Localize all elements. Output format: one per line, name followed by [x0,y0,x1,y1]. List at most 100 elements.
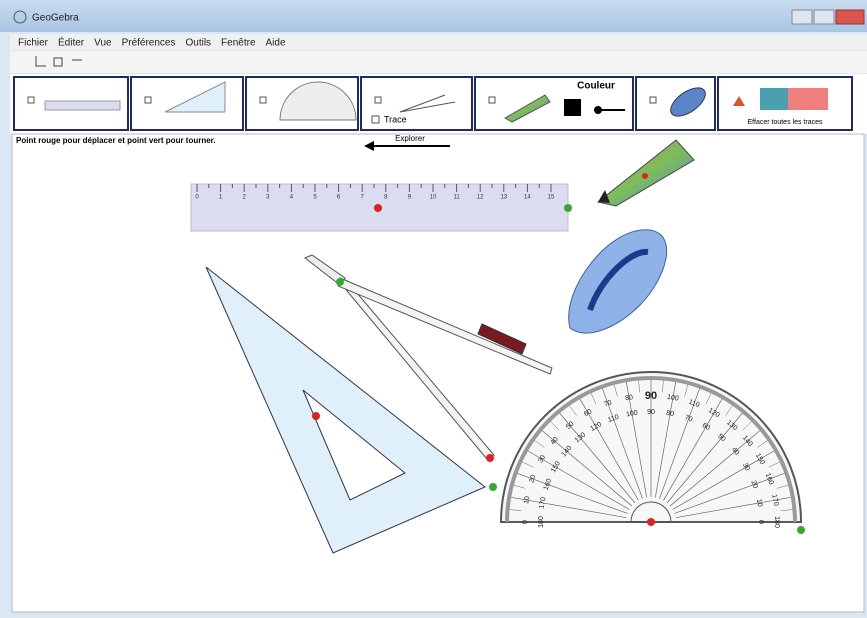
protractor-label: 150 [550,460,562,474]
tool-checkbox[interactable] [649,96,657,104]
protractor-line [509,509,522,511]
ruler-label: 11 [453,195,460,201]
protractor-line [559,412,636,504]
protractor-label: 170 [770,494,779,507]
protractor-label: 60 [701,422,711,432]
protractor-label: 100 [666,394,679,403]
protractor-line [517,473,628,514]
ruler-icon[interactable] [44,100,121,111]
tool-checkbox[interactable] [144,96,152,104]
protractor-line [511,496,627,519]
protractor-label: 180 [773,516,780,528]
protractor-line [590,393,597,405]
square-rotate-point[interactable] [489,483,497,491]
menu-bar [10,34,867,50]
protractor-label: 20 [749,480,758,490]
protractor-label: 30 [537,454,547,464]
set-square[interactable] [205,266,486,554]
tool-checkbox[interactable] [27,96,35,104]
protractor-label: 180 [538,516,545,528]
protractor-rotate-point[interactable] [797,526,805,534]
menu-item[interactable]: Outils [185,38,211,49]
protractor-label: 90 [647,409,655,416]
title-bar [0,0,867,32]
compass-move-point[interactable] [486,454,494,462]
protractor-label: 40 [550,436,560,447]
ruler-label: 8 [384,195,388,201]
ruler-rotate-point[interactable] [564,204,572,212]
compass-handle[interactable] [304,254,346,286]
protractor-line [757,440,768,448]
app-icon [13,10,27,24]
eraser-icon[interactable] [666,82,710,121]
tool-box[interactable] [474,76,634,131]
menu-item[interactable]: Fichier [18,38,49,49]
protractor-label: 60 [583,408,593,418]
protractor-label: 100 [626,410,639,419]
protractor-line [569,405,577,416]
ruler-label: 3 [266,195,270,201]
instruction: Point rouge pour déplacer et point vert … [16,136,216,145]
protractor-line [672,450,775,510]
menu-item[interactable]: Éditer [58,36,85,49]
ruler-label: 0 [195,195,199,201]
tool-box[interactable] [13,76,129,131]
protractor-label: 170 [539,496,548,509]
protractor-line [674,473,785,514]
protractor-move-point[interactable] [647,518,655,526]
protractor-line [768,461,780,468]
pencil-icon[interactable] [503,94,551,123]
ruler-label: 14 [524,195,531,201]
close-button[interactable] [835,9,865,25]
protractor-line [663,398,723,501]
square-icon[interactable] [164,81,226,113]
tool-checkbox[interactable] [488,96,496,104]
menu-item[interactable]: Fenêtre [221,38,256,49]
menu-item[interactable]: Aide [266,38,286,49]
menu-item[interactable]: Vue [94,38,112,49]
ruler-label: 9 [408,195,412,201]
tool-box[interactable] [635,76,716,131]
protractor-line [669,430,761,507]
trace-checkbox[interactable] [371,115,380,124]
protractor-line [625,382,648,498]
tool-box[interactable] [245,76,359,131]
protractor-icon[interactable] [279,81,357,121]
ruler-label: 15 [548,195,555,201]
tool-box[interactable] [130,76,244,131]
compass-pencil [477,323,527,355]
ruler-label: 13 [500,195,507,201]
color-swatch[interactable] [564,99,581,116]
pencil[interactable] [596,139,695,207]
tool-box[interactable] [360,76,473,131]
pencil-point[interactable] [642,173,648,179]
protractor-label: 20 [528,474,537,484]
compass-rotate-point[interactable] [336,278,344,286]
protractor-line [550,421,560,431]
protractor-label: 110 [688,399,701,409]
protractor-label: 10 [523,496,531,505]
menu-item[interactable]: Préférences [122,38,176,49]
ruler-label: 1 [219,195,223,201]
minimize-button[interactable] [791,9,813,25]
erase-label: Effacer toutes les traces [748,119,823,126]
square-move-point[interactable] [312,412,320,420]
maximize-button[interactable] [813,9,835,25]
protractor-line [638,380,640,393]
trace-label: Trace [384,114,407,124]
ruler-move-point[interactable] [374,204,382,212]
protractor-line [527,450,630,510]
toolbar-icons[interactable] [35,56,82,67]
compass-icon[interactable] [399,94,456,113]
protractor-label: 50 [565,420,576,430]
tool-checkbox[interactable] [259,96,267,104]
protractor-line [522,461,534,468]
protractor-line [662,380,664,393]
tool-box[interactable] [717,76,853,131]
ruler-label: 10 [430,195,437,201]
protractor-label: 0 [522,520,529,524]
protractor-line [602,388,643,499]
tool-checkbox[interactable] [374,96,382,104]
explore-label: Explorer [395,134,425,143]
